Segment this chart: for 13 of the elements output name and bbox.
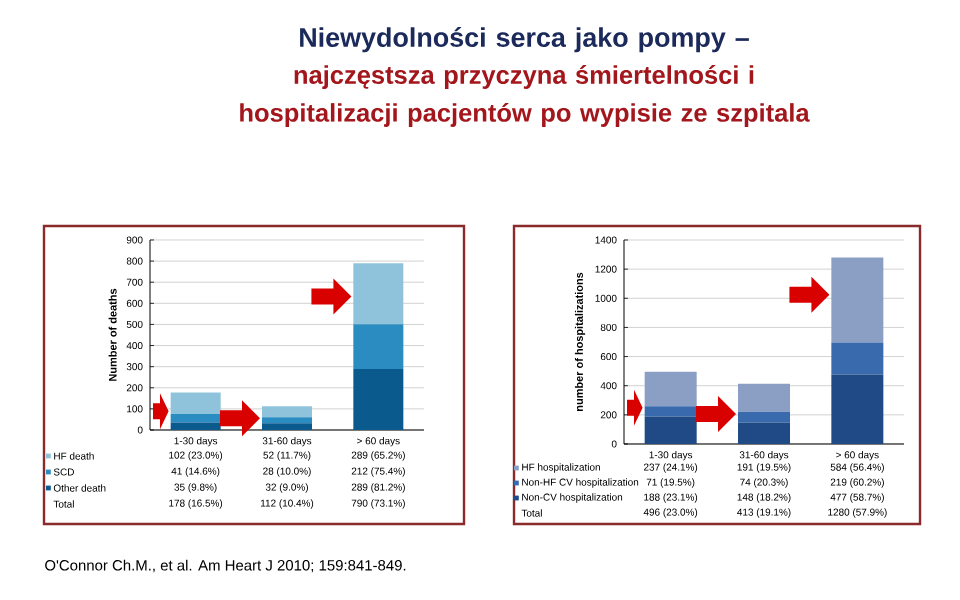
bar [738,422,791,444]
text: najczęstsza przyczyna śmiertelności i hospitalizacji pacjentów po wypisie ze szpitala [240,65,810,127]
bar [831,374,884,444]
bar [262,423,312,430]
bar [262,417,312,424]
bar [353,368,404,430]
bar [170,422,221,430]
bar [831,257,884,343]
bar [644,371,697,407]
bar [170,413,221,423]
bar [831,342,884,375]
text: Niewydolności serca jako pompy – [300,27,749,53]
bar [353,324,404,369]
